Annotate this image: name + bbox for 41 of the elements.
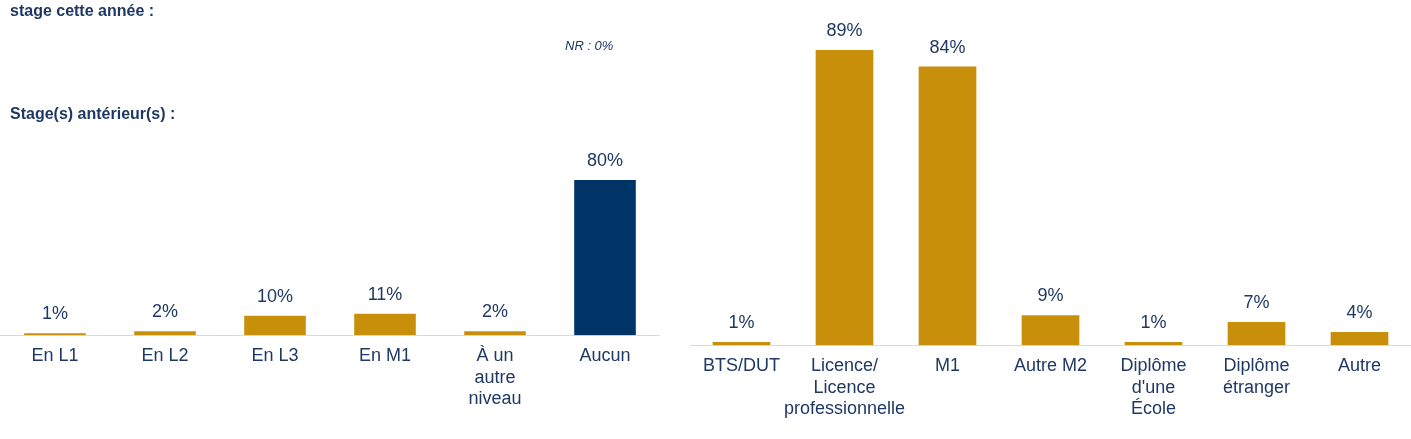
text: NR : 0% bbox=[565, 38, 614, 53]
bar bbox=[244, 315, 306, 336]
data-label: 9% bbox=[1037, 285, 1064, 306]
data-label: 84% bbox=[929, 36, 966, 57]
data-label: 1% bbox=[1140, 311, 1167, 332]
x-tick-label: Autre bbox=[1337, 354, 1382, 375]
bar bbox=[1227, 321, 1286, 346]
bar bbox=[815, 50, 874, 346]
text: stage cette année : bbox=[10, 2, 155, 20]
bar bbox=[712, 341, 771, 346]
x-tick-label: À un autre niveau bbox=[468, 344, 522, 409]
data-label: 7% bbox=[1243, 291, 1270, 312]
bar bbox=[574, 180, 636, 336]
bar bbox=[1021, 315, 1080, 346]
data-label: 4% bbox=[1346, 301, 1373, 322]
data-label: 89% bbox=[826, 19, 863, 40]
bar bbox=[354, 313, 416, 336]
data-label: 10% bbox=[256, 285, 294, 306]
data-label: 1% bbox=[728, 311, 755, 332]
x-tick-label: Diplôme étranger bbox=[1222, 354, 1291, 397]
x-tick-label: M1 bbox=[934, 354, 961, 375]
data-label: 11% bbox=[367, 283, 403, 304]
x-tick-label: Licence/ Licence professionnelle bbox=[783, 354, 906, 419]
x-tick-label: Aucun bbox=[579, 344, 631, 365]
x-tick-label: BTS/DUT bbox=[702, 354, 781, 375]
x-tick-label: En L3 bbox=[251, 344, 299, 365]
bar bbox=[918, 66, 977, 346]
bar bbox=[1124, 341, 1183, 346]
bar bbox=[134, 331, 196, 336]
x-tick-label: Autre M2 bbox=[1013, 354, 1088, 375]
x-tick-label: En M1 bbox=[358, 344, 412, 365]
data-label: 2% bbox=[151, 301, 179, 322]
x-tick-label: Diplôme d'une École bbox=[1120, 354, 1187, 419]
x-tick-label: En L1 bbox=[31, 344, 79, 365]
data-label: 2% bbox=[481, 301, 509, 322]
data-label: 1% bbox=[41, 303, 69, 324]
x-tick-label: En L2 bbox=[141, 344, 189, 365]
bar bbox=[464, 331, 526, 336]
data-label: 80% bbox=[586, 149, 624, 170]
chart-title: Stage(s) antérieur(s) : bbox=[10, 105, 176, 123]
bar bbox=[1330, 331, 1389, 346]
